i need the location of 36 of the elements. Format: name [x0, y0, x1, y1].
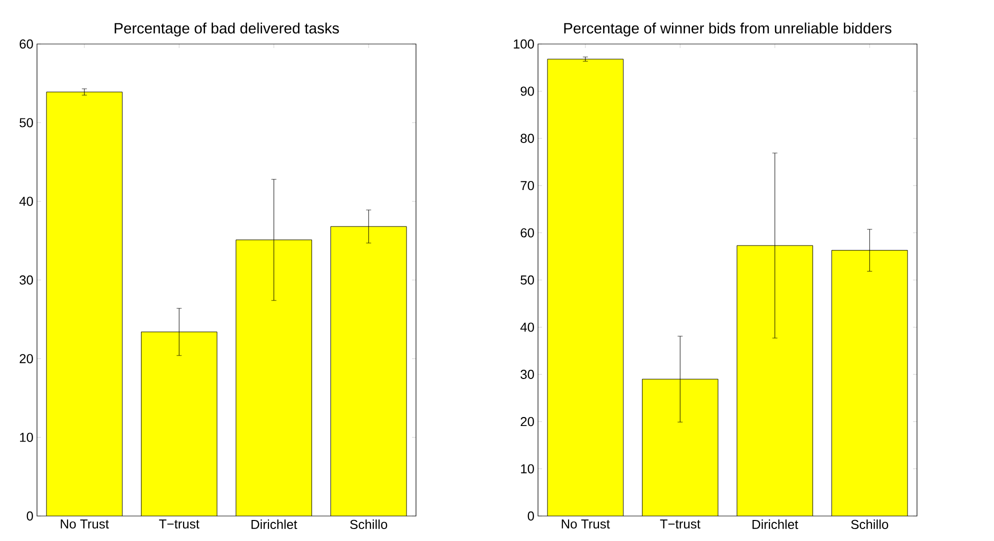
y-tick-label: 40: [19, 196, 33, 206]
x-tick-label: Schillo: [851, 520, 888, 530]
y-tick-label: 70: [520, 181, 534, 190]
y-tick-label: 20: [520, 417, 534, 426]
y-tick-label: 100: [514, 39, 534, 49]
y-tick-label: 80: [520, 134, 534, 143]
y-tick-label: 0: [528, 511, 534, 521]
bar: [236, 240, 312, 516]
x-tick-label: Dirichlet: [252, 520, 298, 530]
y-tick-label: 40: [520, 322, 534, 332]
x-tick-label: T−trust: [159, 520, 200, 529]
y-tick-label: 60: [20, 39, 33, 49]
y-tick-label: 30: [20, 275, 33, 285]
y-tick-label: 30: [520, 370, 534, 379]
x-tick-label: Dirichlet: [752, 520, 798, 530]
bar: [547, 59, 624, 516]
bar: [736, 246, 813, 516]
y-tick-label: 20: [20, 354, 33, 364]
x-tick-label: No Trust: [60, 520, 109, 529]
bar: [831, 250, 908, 516]
x-tick-label: No Trust: [562, 520, 610, 529]
y-tick-label: 50: [520, 275, 534, 285]
bar: [330, 226, 407, 516]
x-tick-label: T−trust: [660, 520, 700, 529]
y-tick-label: 10: [20, 432, 33, 442]
y-tick-label: 0: [26, 511, 33, 521]
bar: [141, 332, 218, 516]
bar: [46, 92, 122, 516]
chart-title: Percentage of winner bids from unreliable bidders: [564, 22, 892, 36]
y-tick-label: 90: [520, 86, 534, 96]
chart-title: Percentage of bad delivered tasks: [114, 22, 339, 36]
x-tick-label: Schillo: [350, 520, 388, 530]
y-tick-label: 60: [520, 228, 534, 238]
bar: [642, 379, 718, 516]
y-tick-label: 50: [20, 118, 33, 128]
y-tick-label: 10: [521, 464, 534, 474]
